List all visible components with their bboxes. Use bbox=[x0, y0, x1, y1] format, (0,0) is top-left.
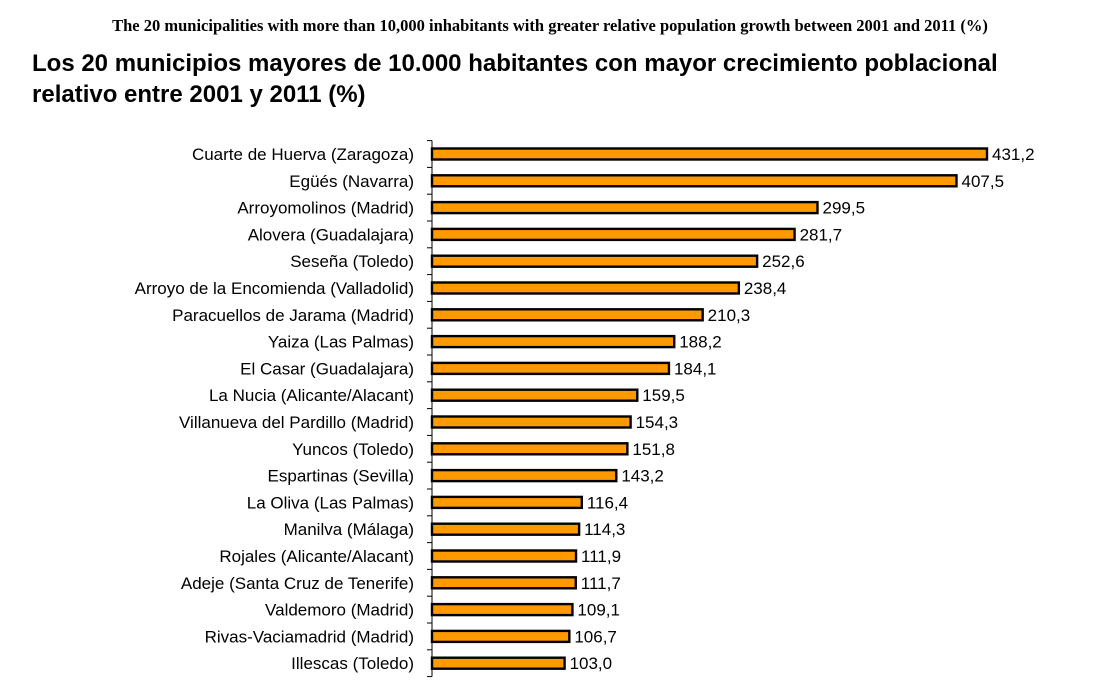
value-label: 188,2 bbox=[679, 333, 722, 352]
category-label: Rojales (Alicante/Alacant) bbox=[219, 547, 414, 566]
bar bbox=[430, 522, 581, 536]
value-label: 109,1 bbox=[577, 601, 620, 620]
category-label: La Oliva (Las Palmas) bbox=[247, 493, 414, 512]
bar bbox=[430, 334, 676, 349]
axis-layer bbox=[427, 140, 433, 678]
bar bbox=[430, 656, 566, 670]
category-label: Cuarte de Huerva (Zaragoza) bbox=[192, 145, 414, 164]
category-label: Adeje (Santa Cruz de Tenerife) bbox=[181, 574, 414, 593]
category-label: Paracuellos de Jarama (Madrid) bbox=[172, 306, 414, 325]
value-label: 151,8 bbox=[632, 440, 675, 459]
chart-title-english: The 20 municipalities with more than 10,… bbox=[112, 16, 988, 35]
value-label: 154,3 bbox=[636, 413, 679, 432]
bar bbox=[430, 602, 574, 617]
value-label: 116,4 bbox=[587, 493, 628, 512]
category-label: Arroyo de la Encomienda (Valladolid) bbox=[135, 279, 414, 298]
bar bbox=[430, 468, 618, 483]
value-label: 299,5 bbox=[822, 199, 865, 218]
bar bbox=[430, 576, 577, 590]
bars-layer bbox=[430, 147, 989, 670]
bar bbox=[430, 227, 796, 242]
bar bbox=[430, 200, 819, 215]
bar bbox=[430, 549, 578, 563]
value-label: 210,3 bbox=[708, 306, 751, 325]
category-label: Alovera (Guadalajara) bbox=[248, 225, 414, 244]
value-label: 143,2 bbox=[621, 467, 664, 486]
category-label: Arroyomolinos (Madrid) bbox=[237, 199, 414, 218]
value-label: 114,3 bbox=[584, 520, 625, 539]
value-label: 238,4 bbox=[744, 279, 787, 298]
value-label: 252,6 bbox=[762, 252, 805, 271]
value-label: 281,7 bbox=[800, 225, 843, 244]
value-label: 111,9 bbox=[581, 547, 621, 566]
category-label: Rivas-Vaciamadrid (Madrid) bbox=[205, 627, 414, 646]
bar bbox=[430, 442, 629, 456]
value-label: 184,1 bbox=[674, 359, 717, 378]
bar bbox=[430, 254, 759, 268]
category-label: Egüés (Navarra) bbox=[289, 172, 414, 191]
category-label: Espartinas (Sevilla) bbox=[268, 467, 414, 486]
value-label: 407,5 bbox=[961, 172, 1004, 191]
bar bbox=[430, 281, 741, 295]
bar bbox=[430, 308, 704, 322]
category-label: Illescas (Toledo) bbox=[291, 654, 414, 673]
bar bbox=[430, 415, 632, 429]
value-label: 106,7 bbox=[574, 627, 617, 646]
category-label: Yaiza (Las Palmas) bbox=[268, 333, 414, 352]
category-label: Yuncos (Toledo) bbox=[292, 440, 414, 459]
value-label: 431,2 bbox=[992, 145, 1035, 164]
category-label: Villanueva del Pardillo (Madrid) bbox=[179, 413, 414, 432]
bar bbox=[430, 388, 639, 402]
category-label: El Casar (Guadalajara) bbox=[240, 359, 414, 378]
value-label: 103,0 bbox=[570, 654, 613, 673]
bar bbox=[430, 629, 571, 644]
value-label: 111,7 bbox=[581, 574, 621, 593]
bar bbox=[430, 174, 958, 188]
value-label: 159,5 bbox=[642, 386, 685, 405]
category-label: Seseña (Toledo) bbox=[290, 252, 414, 271]
bar bbox=[430, 361, 671, 376]
bar bbox=[430, 147, 989, 161]
bar bbox=[430, 495, 584, 510]
chart-title-spanish: Los 20 municipios mayores de 10.000 habi… bbox=[32, 50, 998, 108]
category-label: Valdemoro (Madrid) bbox=[265, 601, 414, 620]
category-label: Manilva (Málaga) bbox=[284, 520, 414, 539]
labels-layer: Cuarte de Huerva (Zaragoza) 431,2 Egüés (N… bbox=[135, 145, 1035, 673]
category-label: La Nucia (Alicante/Alacant) bbox=[209, 386, 414, 405]
